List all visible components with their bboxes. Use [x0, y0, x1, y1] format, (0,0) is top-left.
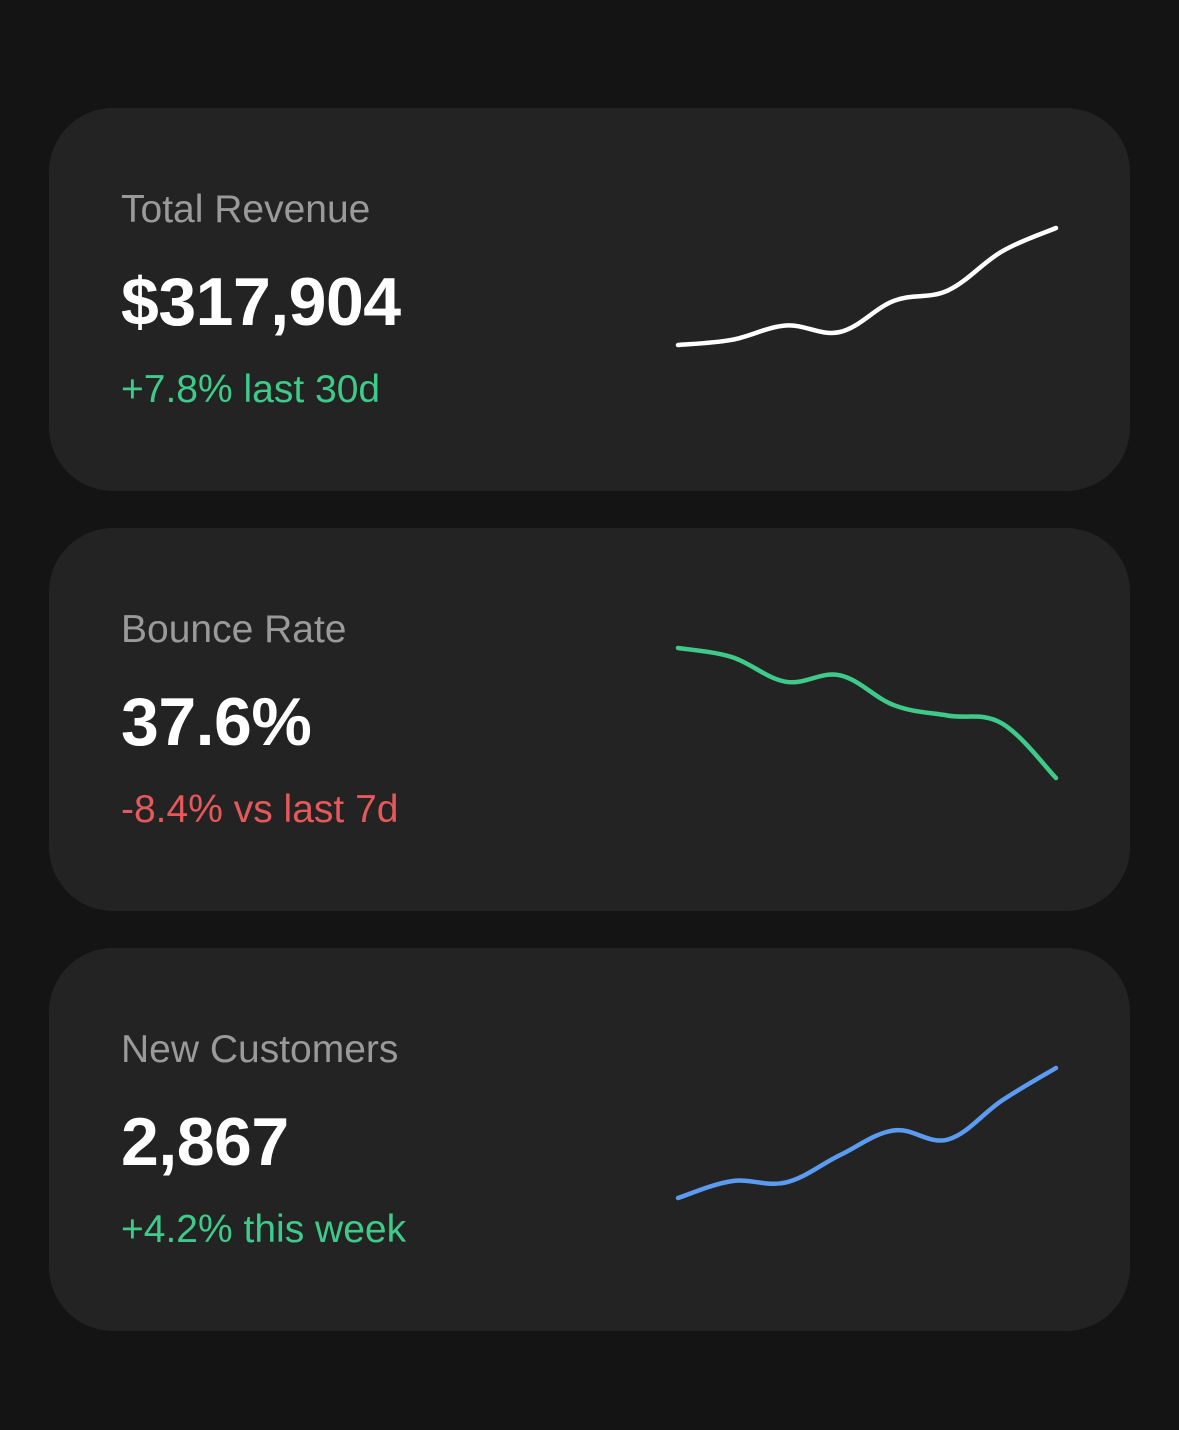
- metric-label: New Customers: [121, 1028, 399, 1071]
- metric-label: Total Revenue: [121, 188, 371, 231]
- metric-card-total-revenue[interactable]: Total Revenue $317,904 +7.8% last 30d: [49, 108, 1130, 491]
- metric-value: $317,904: [121, 264, 401, 340]
- sparkline-chart: [675, 225, 1059, 348]
- sparkline-path: [675, 225, 1059, 348]
- sparkline-path: [675, 1065, 1059, 1201]
- metric-label: Bounce Rate: [121, 608, 347, 651]
- sparkline-chart: [675, 645, 1059, 781]
- metric-value: 37.6%: [121, 684, 312, 760]
- metric-change: +7.8% last 30d: [121, 368, 381, 411]
- sparkline-path: [675, 645, 1059, 781]
- metric-value: 2,867: [121, 1104, 289, 1180]
- metric-card-bounce-rate[interactable]: Bounce Rate 37.6% -8.4% vs last 7d: [49, 528, 1130, 911]
- metric-change: -8.4% vs last 7d: [121, 788, 399, 831]
- metric-card-new-customers[interactable]: New Customers 2,867 +4.2% this week: [49, 948, 1130, 1331]
- metric-change: +4.2% this week: [121, 1208, 407, 1251]
- sparkline-chart: [675, 1065, 1059, 1201]
